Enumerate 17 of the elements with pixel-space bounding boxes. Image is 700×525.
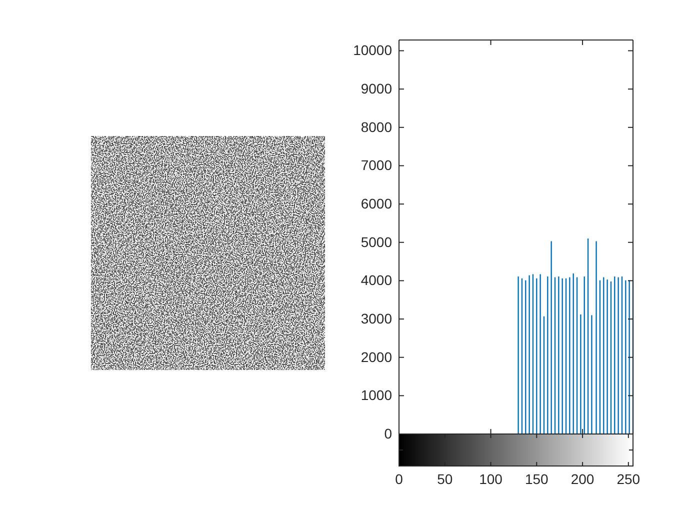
y-tick-label: 2000 xyxy=(360,348,392,365)
y-tick-label: 6000 xyxy=(360,196,392,212)
x-tick-label: 250 xyxy=(616,470,640,487)
x-tick-label: 100 xyxy=(479,470,503,487)
y-tick-label: 9000 xyxy=(360,80,392,97)
y-tick-label: 8000 xyxy=(360,118,392,135)
x-tick-label: 200 xyxy=(570,470,594,487)
y-tick-label: 5000 xyxy=(360,234,392,250)
x-tick-label: 0 xyxy=(395,470,404,487)
y-tick-label: 7000 xyxy=(360,157,392,174)
x-tick-label: 50 xyxy=(437,470,453,487)
y-tick-label: 0 xyxy=(384,425,392,442)
y-tick-label: 3000 xyxy=(360,310,392,326)
y-tick-label: 10000 xyxy=(353,42,392,58)
y-tick-label: 4000 xyxy=(360,272,392,288)
y-tick-label: 1000 xyxy=(360,387,392,404)
x-tick-label: 150 xyxy=(524,470,549,487)
